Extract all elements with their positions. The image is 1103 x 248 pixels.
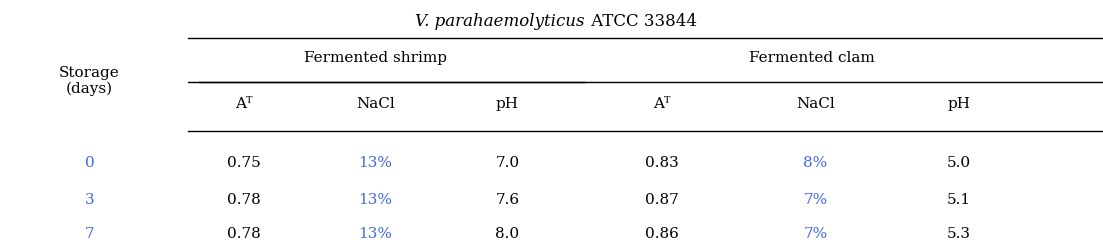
Text: 7: 7 [85,227,94,241]
Text: ATCC 33844: ATCC 33844 [586,12,697,30]
Text: 0.78: 0.78 [226,227,260,241]
Text: 3: 3 [85,193,94,207]
Text: 13%: 13% [358,227,393,241]
Text: 13%: 13% [358,156,393,170]
Text: 8.0: 8.0 [495,227,520,241]
Text: 7%: 7% [803,193,827,207]
Text: 7.0: 7.0 [495,156,520,170]
Text: 0.83: 0.83 [644,156,678,170]
Text: V. parahaemolyticus: V. parahaemolyticus [415,12,585,30]
Text: 7%: 7% [803,227,827,241]
Text: Aᵀ: Aᵀ [235,97,253,111]
Text: pH: pH [496,97,520,111]
Text: 0.75: 0.75 [226,156,260,170]
Text: 7.6: 7.6 [495,193,520,207]
Text: 0.87: 0.87 [644,193,678,207]
Text: Fermented shrimp: Fermented shrimp [304,51,447,65]
Text: NaCl: NaCl [796,97,835,111]
Text: 0.86: 0.86 [644,227,678,241]
Text: 8%: 8% [803,156,827,170]
Text: 5.3: 5.3 [946,227,971,241]
Text: Aᵀ: Aᵀ [653,97,671,111]
Text: Storage
(days): Storage (days) [60,66,120,96]
Text: 0: 0 [85,156,94,170]
Text: pH: pH [947,97,970,111]
Text: 5.1: 5.1 [946,193,971,207]
Text: 13%: 13% [358,193,393,207]
Text: 5.0: 5.0 [946,156,971,170]
Text: NaCl: NaCl [356,97,395,111]
Text: Fermented clam: Fermented clam [749,51,875,65]
Text: 0.78: 0.78 [226,193,260,207]
